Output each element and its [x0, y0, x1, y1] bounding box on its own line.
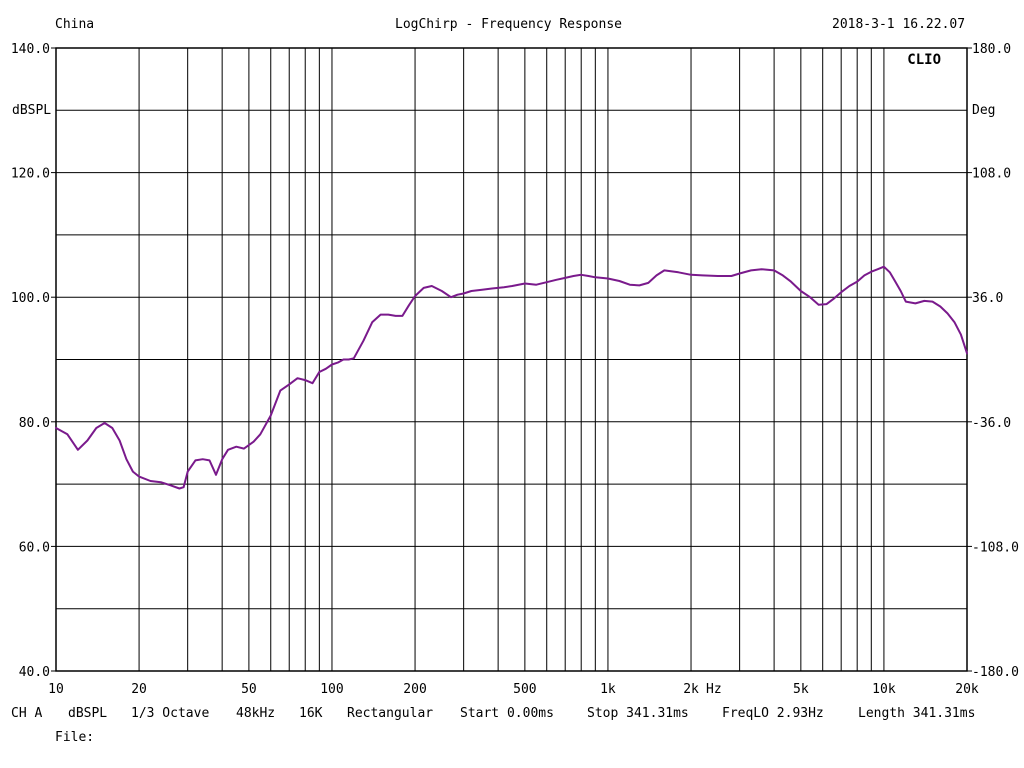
y2-tick-label: -180.0	[972, 665, 1019, 680]
y2-tick-label: 36.0	[972, 291, 1003, 306]
footer-start: Start 0.00ms	[460, 706, 554, 721]
x-tick-label: 20k	[955, 682, 979, 697]
x-tick-label: 5k	[793, 682, 809, 697]
y2-tick-label: -36.0	[972, 416, 1011, 431]
x-tick-label: 500	[513, 682, 536, 697]
right-axis-unit: Deg	[972, 103, 996, 118]
footer-smoothing: 1/3 Octave	[131, 706, 210, 721]
x-tick-label: 1k	[600, 682, 616, 697]
y-tick-label: 40.0	[19, 665, 50, 680]
y-tick-label: 60.0	[19, 540, 50, 555]
y-tick-label: 120.0	[11, 167, 50, 182]
plot-frame	[55, 47, 968, 672]
clio-brand-label: CLIO	[907, 52, 941, 68]
frequency-response-line	[55, 265, 968, 490]
footer-rate: 48kHz	[236, 706, 276, 721]
y2-tick-label: -108.0	[972, 540, 1019, 555]
chart-title: LogChirp - Frequency Response	[395, 17, 622, 32]
x-tick-label: 200	[403, 682, 426, 697]
footer-file: File:	[55, 730, 95, 745]
footer-freqlo: FreqLO 2.93Hz	[722, 706, 824, 721]
y-tick-label: 140.0	[11, 42, 50, 57]
y2-tick-label: 108.0	[972, 167, 1011, 182]
x-tick-label: 10	[48, 682, 64, 697]
x-tick-label: 100	[320, 682, 343, 697]
y2-tick-label: 180.0	[972, 42, 1011, 57]
header-timestamp: 2018-3-1 16.22.07	[832, 17, 966, 32]
header-left: China	[55, 17, 95, 32]
x-axis-unit: Hz	[706, 682, 722, 697]
x-tick-label: 10k	[872, 682, 896, 697]
footer-window: Rectangular	[347, 706, 434, 721]
y-tick-label: 100.0	[11, 291, 50, 306]
y-tick-label: 80.0	[19, 416, 50, 431]
footer-length: Length 341.31ms	[858, 706, 976, 721]
left-axis-unit: dBSPL	[12, 103, 52, 118]
footer-stop: Stop 341.31ms	[587, 706, 689, 721]
x-tick-label: 20	[131, 682, 147, 697]
footer-channel: CH A	[11, 706, 43, 721]
x-tick-label: 2k	[683, 682, 699, 697]
x-tick-label: 50	[241, 682, 257, 697]
footer-size: 16K	[299, 706, 323, 721]
footer-unit: dBSPL	[68, 706, 108, 721]
